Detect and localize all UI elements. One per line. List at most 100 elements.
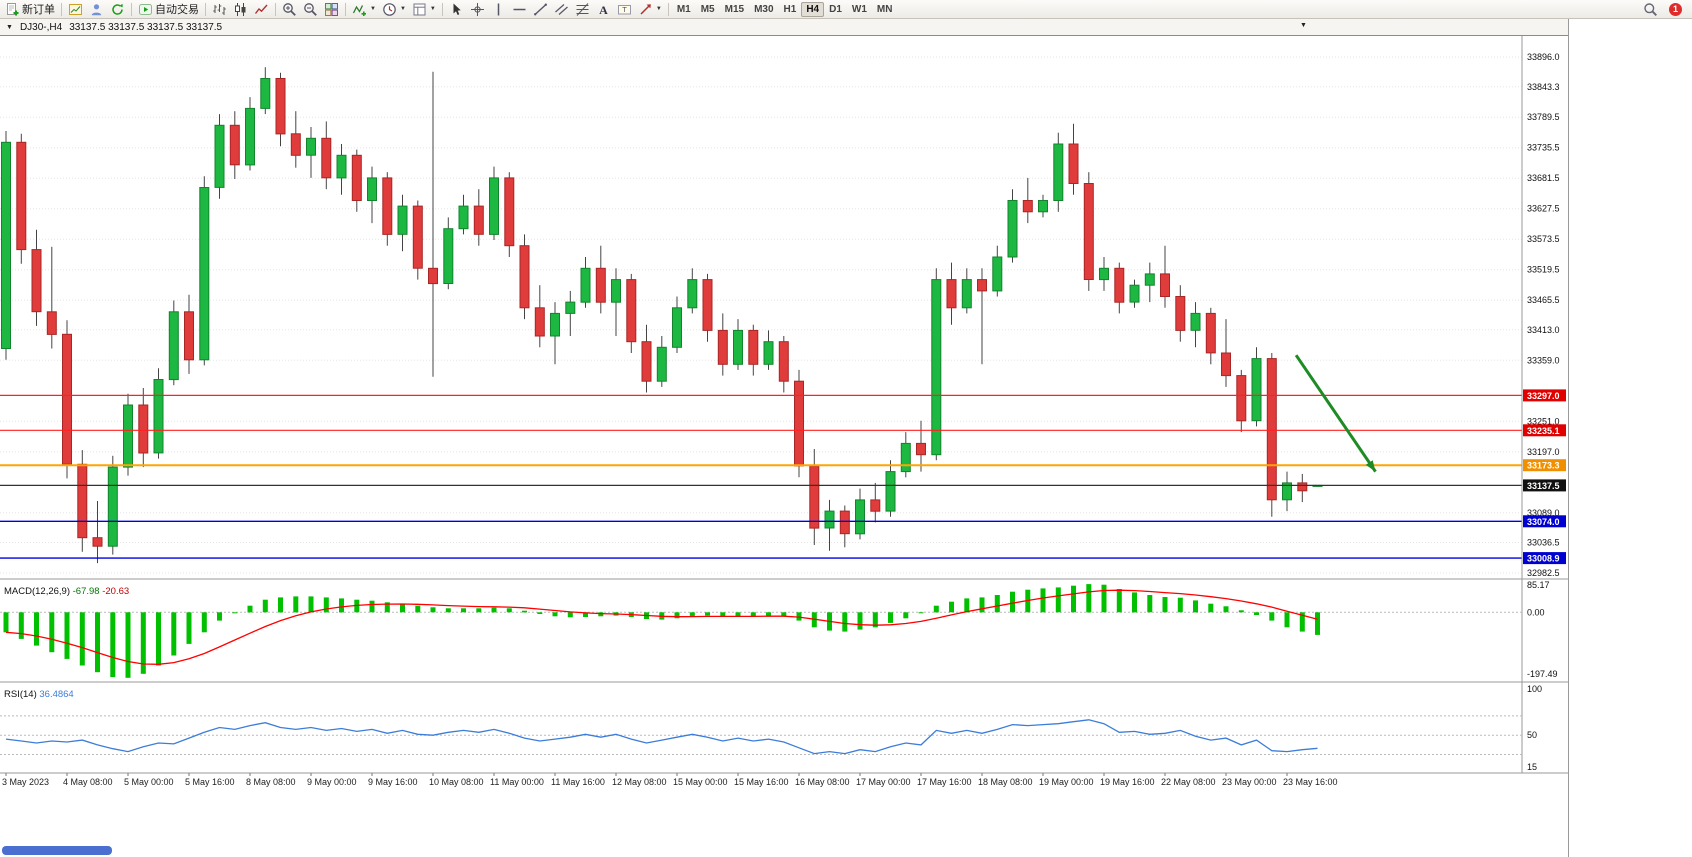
horizontal-line-button[interactable]: [509, 1, 530, 18]
new-order-button[interactable]: 新订单: [2, 1, 58, 18]
toolbar-group-order: 新订单: [2, 0, 58, 18]
price-tick-label: 33197.0: [1527, 447, 1560, 457]
trend-arrow-annotation[interactable]: [1294, 354, 1377, 473]
macd-histogram-bar: [689, 612, 695, 617]
candle-body: [580, 267, 591, 303]
search-button[interactable]: [1640, 1, 1661, 18]
candles-layer[interactable]: [1, 67, 1323, 564]
zoom-in-button[interactable]: [279, 1, 300, 18]
macd-histogram-bar: [171, 612, 177, 656]
price-tag-label: 33173.3: [1527, 461, 1560, 471]
timeframe-m15-button[interactable]: M15: [720, 2, 749, 17]
time-tick-label: 10 May 08:00: [429, 777, 484, 787]
macd-histogram-bar: [857, 612, 863, 630]
candle-body: [1083, 183, 1094, 280]
new-chart-button[interactable]: [65, 1, 86, 18]
candle-body: [31, 249, 42, 313]
new-order-button-label: 新订单: [22, 4, 55, 16]
fibonacci-icon: [576, 2, 589, 16]
candlestick-chart-button[interactable]: [230, 1, 251, 18]
time-axis[interactable]: 3 May 2023 4 May 08:00 5 May 00:00 5 May 16…: [2, 773, 1338, 787]
macd-axis-max: 85.17: [1527, 580, 1550, 590]
candle-body: [672, 307, 682, 348]
macd-histogram-bar: [369, 600, 375, 613]
macd-histogram-bar: [64, 612, 70, 659]
zoom-out-button[interactable]: [300, 1, 321, 18]
chart-title-bar[interactable]: ▼ DJ30-,H4 33137.5 33137.5 33137.5 33137…: [0, 19, 1568, 36]
price-tag-label: 33074.0: [1527, 517, 1560, 527]
candle-body: [885, 471, 896, 512]
macd-histogram-bar: [3, 612, 9, 633]
timeframe-h1-button[interactable]: H1: [779, 2, 802, 17]
dropdown-caret-icon: ▼: [429, 6, 436, 12]
new-chart-icon: [69, 3, 82, 15]
price-tick-label: 33036.5: [1527, 538, 1560, 548]
timeframe-mn-button[interactable]: MN: [872, 2, 898, 17]
timeframe-d1-button[interactable]: D1: [824, 2, 847, 17]
channel-button[interactable]: [551, 1, 572, 18]
macd-histogram-bar: [1116, 589, 1122, 613]
chart-menu-icon[interactable]: ▼: [6, 23, 13, 31]
price-tick-label: 32982.5: [1527, 568, 1560, 578]
candle-body: [733, 329, 743, 365]
profiles-button[interactable]: [86, 1, 107, 18]
time-tick-label: 5 May 00:00: [124, 777, 174, 787]
line-chart-button[interactable]: [251, 1, 272, 18]
macd-histogram-bar: [872, 612, 878, 628]
macd-histogram-bar: [293, 596, 299, 613]
timeframe-m30-button[interactable]: M30: [749, 2, 778, 17]
chart-h-scrollbar[interactable]: [2, 846, 112, 855]
templates-button[interactable]: ▼: [409, 1, 439, 18]
horizontal-lines-layer[interactable]: [0, 394, 1522, 559]
trendline-button[interactable]: [530, 1, 551, 18]
fibonacci-button[interactable]: [572, 1, 593, 18]
candle-body: [855, 499, 865, 535]
candle-body: [1068, 143, 1079, 184]
tile-windows-button[interactable]: [321, 1, 342, 18]
macd-histogram-bar: [506, 608, 512, 613]
macd-histogram-bar: [34, 612, 39, 646]
toolbar-group-timeframes: M1 M5 M15 M30 H1 H4 D1 W1 MN: [672, 0, 898, 18]
vertical-line-button[interactable]: [488, 1, 509, 18]
main-toolbar: 新订单 自动交易 ▼ ▼ ▼ A T ▼ M1 M5 M15 M30 H1 H4 D1 W1 MN 1: [0, 0, 1692, 19]
price-axis[interactable]: 33896.0 33843.3 33789.5 33735.5 33681.5 33627…: [1523, 52, 1566, 578]
timeframe-m5-button[interactable]: M5: [696, 2, 720, 17]
candle-body: [504, 177, 515, 247]
cursor-button[interactable]: [446, 1, 467, 18]
price-tick-label: 33359.0: [1527, 355, 1560, 365]
macd-histogram-bar: [323, 597, 329, 613]
macd-histogram-bar: [1269, 612, 1275, 621]
macd-histogram-bar: [140, 612, 146, 674]
time-tick-label: 23 May 00:00: [1222, 777, 1277, 787]
candle-body: [1053, 143, 1064, 201]
candle-body: [306, 137, 316, 156]
candle-body: [458, 205, 469, 230]
notification-badge[interactable]: 1: [1669, 2, 1682, 16]
chart-dropdown-icon[interactable]: ▼: [1300, 22, 1307, 29]
dropdown-caret-icon: ▼: [370, 6, 376, 12]
periods-button[interactable]: ▼: [379, 1, 409, 18]
autotrading-button[interactable]: 自动交易: [135, 1, 202, 18]
candle-body: [473, 205, 484, 235]
candle-body: [1099, 267, 1109, 281]
bar-chart-button[interactable]: [209, 1, 230, 18]
time-tick-label: 9 May 16:00: [368, 777, 418, 787]
candle-body: [290, 133, 301, 156]
arrows-button[interactable]: ▼: [635, 1, 665, 18]
macd-histogram-bar: [979, 597, 985, 613]
price-chart-svg[interactable]: 33896.0 33843.3 33789.5 33735.5 33681.5 33627…: [0, 36, 1568, 857]
macd-histogram-bar: [308, 596, 314, 613]
crosshair-button[interactable]: [467, 1, 488, 18]
indicators-button[interactable]: ▼: [349, 1, 379, 18]
macd-histogram-bar: [522, 610, 527, 613]
candle-chart-icon: [235, 2, 246, 16]
time-tick-label: 11 May 00:00: [490, 777, 544, 787]
candle-body: [946, 279, 957, 309]
timeframe-m1-button[interactable]: M1: [672, 2, 696, 17]
price-tick-label: 33735.5: [1527, 143, 1560, 153]
refresh-button[interactable]: [107, 1, 128, 18]
timeframe-h4-button[interactable]: H4: [801, 1, 825, 17]
text-label-button[interactable]: T: [614, 1, 635, 18]
timeframe-w1-button[interactable]: W1: [847, 2, 872, 17]
text-button[interactable]: A: [593, 1, 614, 18]
